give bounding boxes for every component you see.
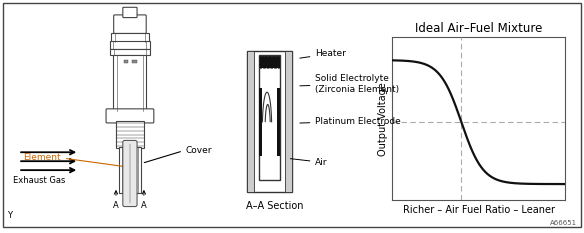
Bar <box>133 60 137 63</box>
Bar <box>110 41 150 49</box>
Bar <box>113 55 147 111</box>
Text: Solid Electrolyte
(Zirconia Element): Solid Electrolyte (Zirconia Element) <box>300 74 399 94</box>
Text: Air: Air <box>290 158 328 167</box>
Bar <box>259 88 262 156</box>
Bar <box>110 49 150 55</box>
FancyBboxPatch shape <box>106 109 154 123</box>
Y-axis label: Output Voltage: Output Voltage <box>378 82 388 156</box>
Bar <box>285 51 293 192</box>
Bar <box>247 51 293 192</box>
Bar <box>247 51 254 192</box>
Text: Platinum Electrode: Platinum Electrode <box>300 117 401 126</box>
Text: Element: Element <box>23 153 123 166</box>
Text: Exhaust Gas: Exhaust Gas <box>13 176 65 185</box>
Text: Cover: Cover <box>144 145 213 163</box>
Bar <box>259 56 280 68</box>
FancyBboxPatch shape <box>123 140 137 207</box>
Text: A66651: A66651 <box>550 220 577 226</box>
Text: A–A Section: A–A Section <box>246 201 303 211</box>
Bar <box>259 55 280 180</box>
Text: Heater: Heater <box>300 49 346 58</box>
Bar <box>119 147 141 192</box>
Text: Y: Y <box>7 211 12 220</box>
Text: A: A <box>113 202 119 210</box>
X-axis label: Richer – Air Fuel Ratio – Leaner: Richer – Air Fuel Ratio – Leaner <box>402 205 555 215</box>
Text: A: A <box>141 202 147 210</box>
Title: Ideal Air–Fuel Mixture: Ideal Air–Fuel Mixture <box>415 22 543 35</box>
Bar <box>124 60 128 63</box>
Bar <box>259 56 280 68</box>
FancyBboxPatch shape <box>114 15 146 34</box>
Bar <box>277 88 280 156</box>
Bar <box>111 33 149 41</box>
Bar <box>116 121 144 148</box>
FancyBboxPatch shape <box>123 7 137 17</box>
